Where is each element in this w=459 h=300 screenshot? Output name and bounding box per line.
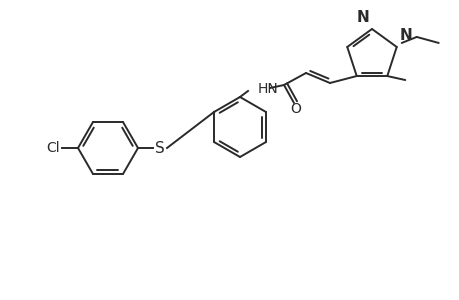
Text: O: O: [290, 102, 301, 116]
Text: N: N: [399, 28, 412, 43]
Text: Cl: Cl: [46, 141, 60, 155]
Text: S: S: [155, 140, 164, 155]
Text: HN: HN: [257, 82, 278, 96]
Text: N: N: [355, 10, 368, 25]
